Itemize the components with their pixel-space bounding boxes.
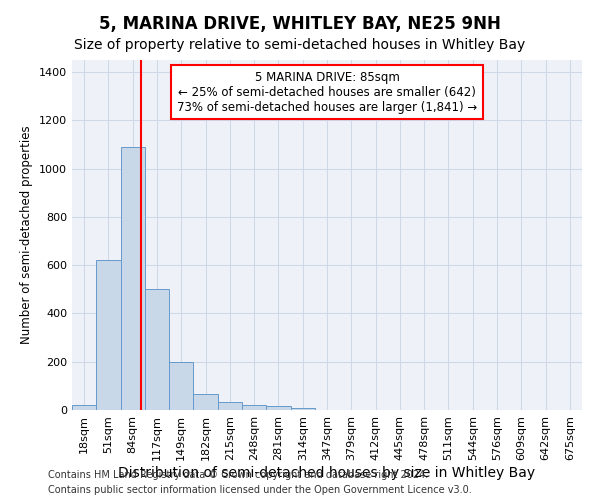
X-axis label: Distribution of semi-detached houses by size in Whitley Bay: Distribution of semi-detached houses by … bbox=[118, 466, 536, 479]
Text: Contains HM Land Registry data © Crown copyright and database right 2024.: Contains HM Land Registry data © Crown c… bbox=[48, 470, 428, 480]
Bar bbox=[121, 147, 145, 410]
Text: 5, MARINA DRIVE, WHITLEY BAY, NE25 9NH: 5, MARINA DRIVE, WHITLEY BAY, NE25 9NH bbox=[99, 15, 501, 33]
Text: 5 MARINA DRIVE: 85sqm
← 25% of semi-detached houses are smaller (642)
73% of sem: 5 MARINA DRIVE: 85sqm ← 25% of semi-deta… bbox=[177, 70, 477, 114]
Text: Size of property relative to semi-detached houses in Whitley Bay: Size of property relative to semi-detach… bbox=[74, 38, 526, 52]
Y-axis label: Number of semi-detached properties: Number of semi-detached properties bbox=[20, 126, 34, 344]
Bar bbox=[193, 394, 218, 410]
Bar bbox=[145, 290, 169, 410]
Bar bbox=[72, 405, 96, 410]
Bar bbox=[290, 408, 315, 410]
Text: Contains public sector information licensed under the Open Government Licence v3: Contains public sector information licen… bbox=[48, 485, 472, 495]
Bar bbox=[169, 362, 193, 410]
Bar bbox=[242, 405, 266, 410]
Bar bbox=[96, 260, 121, 410]
Bar bbox=[266, 406, 290, 410]
Bar bbox=[218, 402, 242, 410]
